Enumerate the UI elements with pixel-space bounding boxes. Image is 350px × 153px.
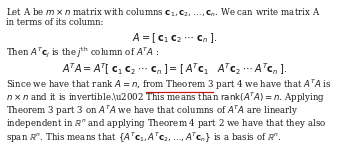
Text: independent in $\mathbb{R}^n$ and applying Theorem 4 part 2 we have that they al: independent in $\mathbb{R}^n$ and applyi… — [6, 117, 327, 130]
Text: $A^T A = A^T[\; \mathbf{c}_1 \; \mathbf{c}_2 \; \cdots \; \mathbf{c}_n \;] = [\;: $A^T A = A^T[\; \mathbf{c}_1 \; \mathbf{… — [62, 61, 288, 77]
Text: Theorem 3 part 3 on $A^T A$ we have that columns of $A^T A$ are linearly: Theorem 3 part 3 on $A^T A$ we have that… — [6, 104, 299, 118]
Text: $A = [\; \mathbf{c}_1 \; \mathbf{c}_2 \; \cdots \; \mathbf{c}_n \;].$: $A = [\; \mathbf{c}_1 \; \mathbf{c}_2 \;… — [132, 31, 218, 45]
Text: in terms of its column:: in terms of its column: — [6, 18, 104, 27]
Text: Since we have that rank $A = n$, from Theorem 3 part 4 we have that $A^T A$ is: Since we have that rank $A = n$, from Th… — [6, 78, 332, 92]
Text: $n \times n$ and it is invertible.\u2002 This means than $\mathrm{rank}(A^T A) =: $n \times n$ and it is invertible.\u2002… — [6, 91, 325, 105]
Text: Let A be $m \times n$ matrix with columns $\mathbf{c}_1, \mathbf{c}_2, \ldots, \: Let A be $m \times n$ matrix with column… — [6, 6, 321, 19]
Text: span $\mathbb{R}^n$. This means that $\{A^T\mathbf{c}_1, A^T\mathbf{c}_2, \ldots: span $\mathbb{R}^n$. This means that $\{… — [6, 130, 282, 145]
Text: Then $A^T\mathbf{c}_j$ is the $j^{\mathrm{th}}$ column of $A^T A$ :: Then $A^T\mathbf{c}_j$ is the $j^{\mathr… — [6, 46, 160, 60]
